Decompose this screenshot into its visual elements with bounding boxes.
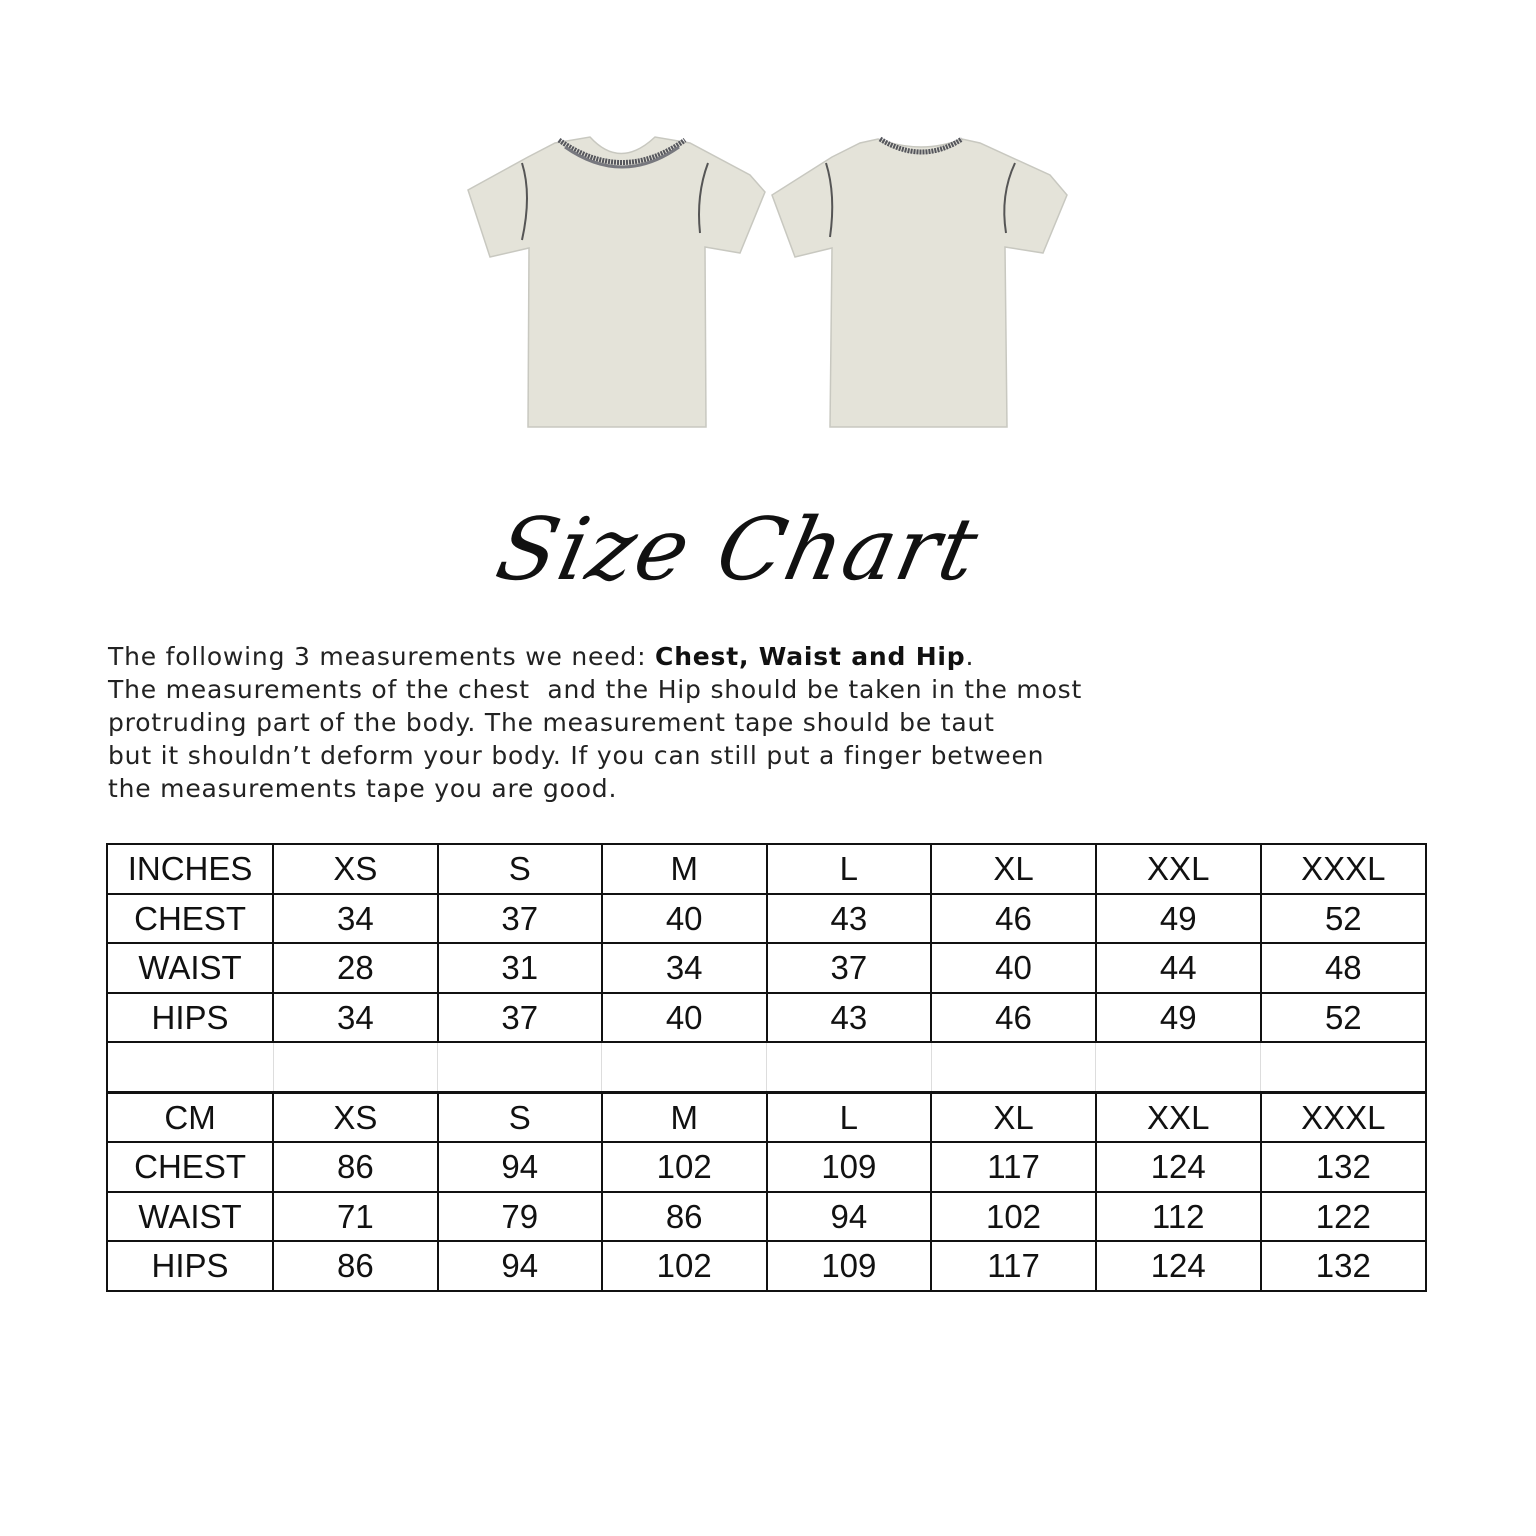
table-cell: M: [600, 1090, 768, 1143]
table-cell: 52: [1259, 991, 1428, 1043]
table-cell: 37: [436, 892, 603, 944]
instruction-line: The following 3 measurements we need: Ch…: [108, 640, 1082, 673]
page-title: Size Chart: [488, 500, 988, 600]
instruction-text: The following 3 measurements we need:: [108, 642, 656, 671]
table-cell: M: [600, 843, 768, 895]
row-label: WAIST: [105, 942, 275, 994]
table-cell: 49: [1094, 892, 1262, 944]
table-cell: XL: [930, 843, 1097, 895]
instruction-line: protruding part of the body. The measure…: [108, 708, 995, 737]
table-cell: 102: [930, 1190, 1097, 1242]
table-row: CHEST 86 94 102 109 117 124 132: [105, 1141, 1428, 1193]
table-cell: 86: [600, 1190, 768, 1242]
table-cell: [437, 1041, 603, 1093]
table-cell: 71: [272, 1190, 439, 1242]
table-cell: 37: [436, 991, 603, 1043]
table-row: WAIST 28 31 34 37 40 44 48: [105, 942, 1428, 994]
table-cell: 37: [765, 942, 933, 994]
table-cell: 34: [272, 892, 439, 944]
table-cell: 28: [272, 942, 439, 994]
row-label: CM: [105, 1090, 275, 1143]
table-cell: 124: [1094, 1240, 1262, 1292]
table-cell: S: [436, 843, 603, 895]
row-label: HIPS: [105, 1240, 275, 1292]
table-cell: XXL: [1094, 1090, 1262, 1143]
table-cell: 46: [930, 892, 1097, 944]
table-row: HIPS 34 37 40 43 46 49 52: [105, 991, 1428, 1043]
table-cell: 43: [765, 991, 933, 1043]
row-label: WAIST: [105, 1190, 275, 1242]
row-label: CHEST: [105, 892, 275, 944]
table-cell: 117: [930, 1141, 1097, 1193]
table-cell: XS: [272, 1090, 439, 1143]
row-label: HIPS: [105, 991, 275, 1043]
table-cell: XXXL: [1259, 1090, 1428, 1143]
table-cell: 52: [1259, 892, 1428, 944]
table-cell: 79: [436, 1190, 603, 1242]
table-cell: XS: [272, 843, 439, 895]
table-cell: 48: [1259, 942, 1428, 994]
table-cell: 94: [436, 1141, 603, 1193]
table-cell: 40: [600, 991, 768, 1043]
table-cell: [1095, 1041, 1262, 1093]
table-cell: 46: [930, 991, 1097, 1043]
instruction-line: but it shouldn’t deform your body. If yo…: [108, 741, 1045, 770]
table-cell: 112: [1094, 1190, 1262, 1242]
table-cell: 44: [1094, 942, 1262, 994]
table-cell: 34: [600, 942, 768, 994]
table-cell: 49: [1094, 991, 1262, 1043]
table-row: CHEST 34 37 40 43 46 49 52: [105, 892, 1428, 944]
table-cell: L: [765, 1090, 933, 1143]
table-cell: 132: [1259, 1240, 1428, 1292]
table-cell: 102: [600, 1141, 768, 1193]
table-cell: [930, 1041, 1097, 1093]
table-cell: [272, 1041, 439, 1093]
table-cell: XXL: [1094, 843, 1262, 895]
table-cell: 124: [1094, 1141, 1262, 1193]
table-cell: 40: [600, 892, 768, 944]
row-label: INCHES: [105, 843, 275, 895]
table-cell: [1260, 1041, 1428, 1093]
row-label: [105, 1041, 274, 1093]
table-cell: 86: [272, 1141, 439, 1193]
table-cell: S: [436, 1090, 603, 1143]
instruction-line: The measurements of the chest and the Hi…: [108, 675, 1083, 704]
table-cell: 117: [930, 1240, 1097, 1292]
table-cell: 132: [1259, 1141, 1428, 1193]
table-cell: 34: [272, 991, 439, 1043]
spacer-row: [105, 1041, 1428, 1093]
table-cell: 109: [765, 1141, 933, 1193]
table-cell: L: [765, 843, 933, 895]
measurement-instructions: The following 3 measurements we need: Ch…: [108, 640, 1082, 805]
size-table: INCHES XS S M L XL XXL XXXL CHEST 34 37 40 43 46 49 52 W…: [105, 843, 1428, 1292]
table-cell: 86: [272, 1240, 439, 1292]
table-cell: 109: [765, 1240, 933, 1292]
instruction-line: the measurements tape you are good.: [108, 774, 618, 803]
table-cell: 43: [765, 892, 933, 944]
table-cell: 94: [436, 1240, 603, 1292]
tshirt-back-image: [771, 136, 1068, 428]
tshirt-front-image: [467, 136, 766, 428]
row-label: CHEST: [105, 1141, 275, 1193]
table-cell: XL: [930, 1090, 1097, 1143]
table-cell: XXXL: [1259, 843, 1428, 895]
table-row: WAIST 71 79 86 94 102 112 122: [105, 1190, 1428, 1242]
table-cell: 40: [930, 942, 1097, 994]
table-row: HIPS 86 94 102 109 117 124 132: [105, 1240, 1428, 1292]
table-cell: 94: [765, 1190, 933, 1242]
table-header-row: INCHES XS S M L XL XXL XXXL: [105, 843, 1428, 895]
table-cell: [766, 1041, 932, 1093]
tshirt-illustration: [467, 136, 1068, 428]
instruction-bold: Chest, Waist and Hip: [655, 642, 966, 671]
instruction-text: .: [965, 642, 975, 671]
table-cell: [601, 1041, 768, 1093]
table-cell: 31: [436, 942, 603, 994]
table-cell: 122: [1259, 1190, 1428, 1242]
table-header-row: CM XS S M L XL XXL XXXL: [105, 1090, 1428, 1143]
table-cell: 102: [600, 1240, 768, 1292]
